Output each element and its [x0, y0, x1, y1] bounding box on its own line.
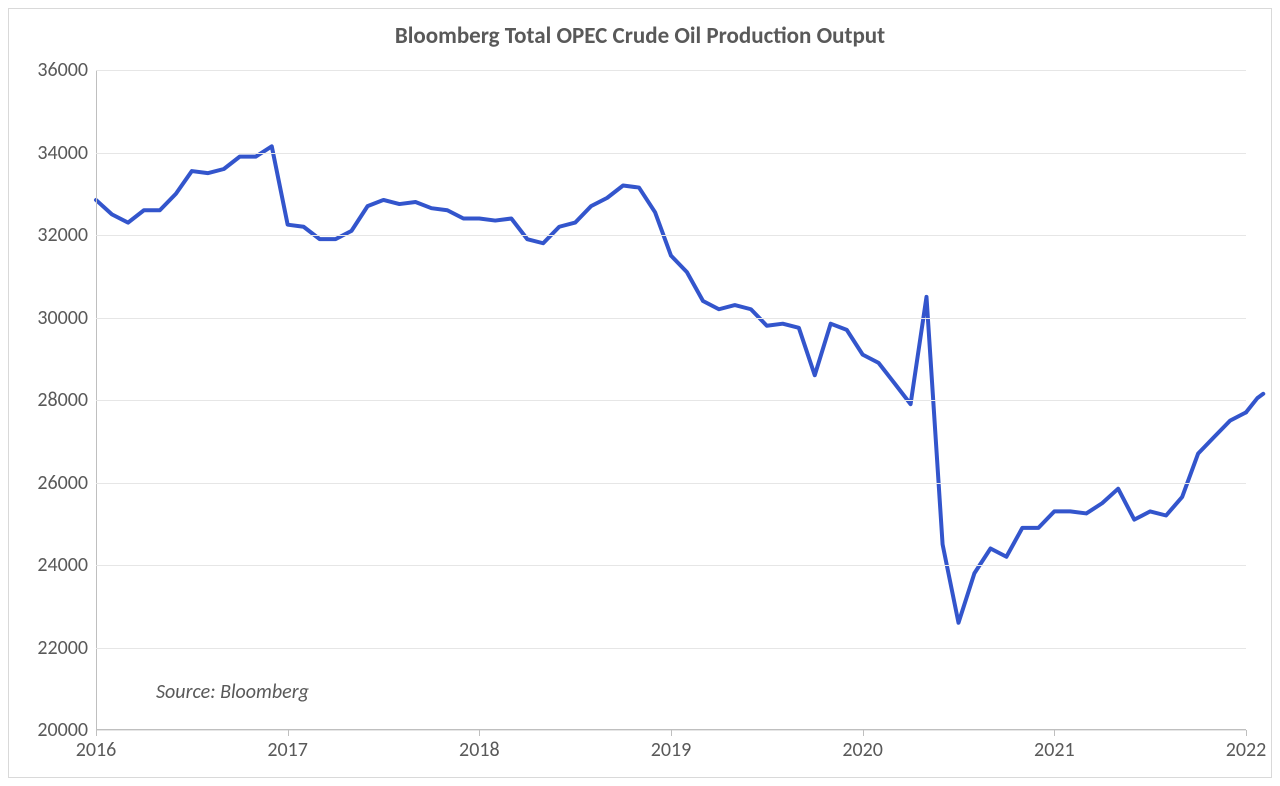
series-line	[96, 146, 1246, 622]
y-tick-label: 28000	[37, 388, 88, 412]
y-gridline	[96, 648, 1246, 649]
chart-title: Bloomberg Total OPEC Crude Oil Productio…	[8, 22, 1272, 50]
x-tick-mark	[671, 730, 672, 736]
source-note: Source: Bloomberg	[156, 680, 309, 704]
x-tick-label: 2022	[1226, 738, 1267, 762]
y-tick-label: 36000	[37, 58, 88, 82]
x-tick-label: 2019	[651, 738, 692, 762]
y-gridline	[96, 153, 1246, 154]
y-gridline	[96, 318, 1246, 319]
x-tick-mark	[288, 730, 289, 736]
y-tick-label: 22000	[37, 636, 88, 660]
y-gridline	[96, 565, 1246, 566]
x-tick-label: 2018	[459, 738, 500, 762]
x-tick-mark	[479, 730, 480, 736]
y-gridline	[96, 400, 1246, 401]
plot-area: Source: Bloomberg 2000022000240002600028…	[96, 70, 1246, 730]
y-tick-label: 32000	[37, 223, 88, 247]
y-tick-label: 34000	[37, 141, 88, 165]
x-tick-label: 2017	[267, 738, 308, 762]
x-tick-label: 2021	[1034, 738, 1075, 762]
x-tick-mark	[96, 730, 97, 736]
y-gridline	[96, 235, 1246, 236]
x-tick-mark	[863, 730, 864, 736]
y-gridline	[96, 483, 1246, 484]
y-tick-label: 24000	[37, 553, 88, 577]
x-tick-mark	[1246, 730, 1247, 736]
y-tick-label: 30000	[37, 306, 88, 330]
x-tick-label: 2016	[76, 738, 117, 762]
x-tick-label: 2020	[842, 738, 883, 762]
y-tick-label: 26000	[37, 471, 88, 495]
y-gridline	[96, 70, 1246, 71]
x-tick-mark	[1054, 730, 1055, 736]
